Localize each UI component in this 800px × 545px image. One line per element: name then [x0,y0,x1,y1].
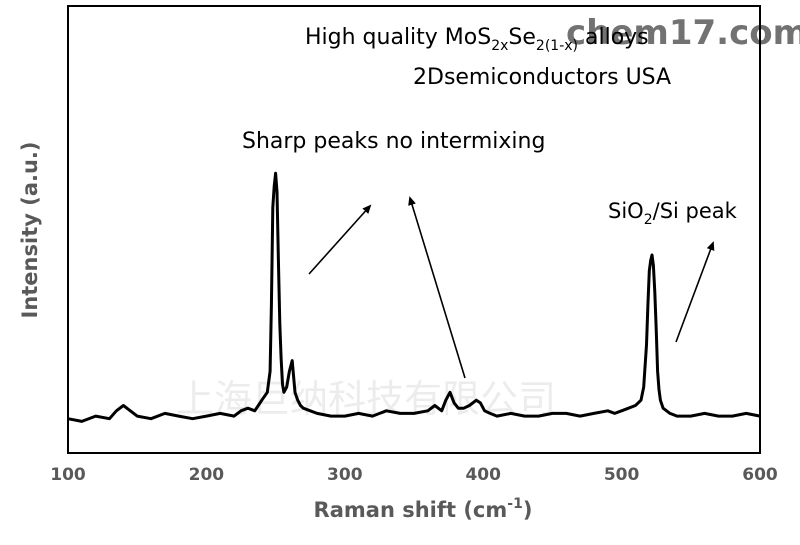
raman-spectrum-line [67,171,761,423]
sio2-si-peak-label: SiO2/Si peak [608,199,738,228]
x-tick-label: 100 [50,465,86,485]
title-line-2: 2Dsemiconductors USA [413,65,671,90]
arrow-sio2-peak [675,241,715,343]
arrow-peak-right [408,196,466,379]
sharp-peaks-label: Sharp peaks no intermixing [242,129,545,154]
x-tick-label: 200 [189,465,225,485]
x-tick-label: 500 [604,465,640,485]
x-axis-title: Raman shift (cm-1) [314,496,533,522]
x-tick-labels: 100 200 300 400 500 600 [50,465,778,485]
y-axis-title: Intensity (a.u.) [18,141,42,318]
arrow-peak-left [308,204,372,275]
watermark-site: chem17.com [566,13,800,53]
x-tick-label: 600 [742,465,778,485]
x-tick-label: 300 [327,465,363,485]
x-tick-label: 400 [465,465,501,485]
plot-frame [67,5,761,454]
watermark-company: 上海巨纳科技有限公司 [176,377,556,421]
title-line-1: High quality MoS2xSe2(1-x) alloys [305,25,649,54]
